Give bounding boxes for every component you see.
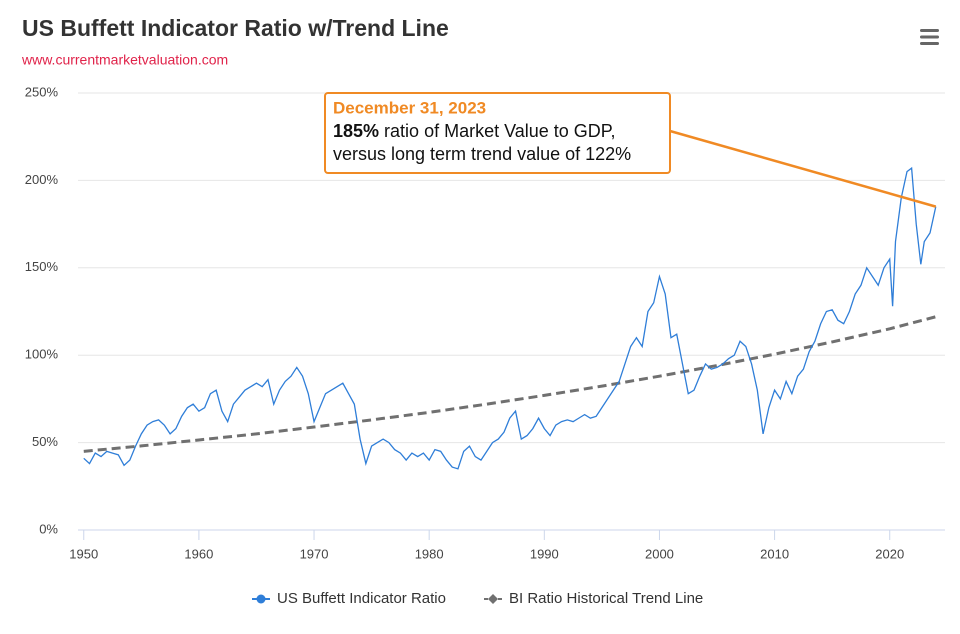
legend-item[interactable]: BI Ratio Historical Trend Line (484, 590, 703, 607)
annotation-text: versus long term trend value of 122% (333, 144, 631, 164)
annotation-box (324, 92, 671, 174)
y-tick-label: 0% (39, 521, 58, 536)
y-tick-label: 150% (25, 259, 59, 274)
x-tick-label: 1950 (69, 546, 98, 561)
annotation-value: 185% (333, 121, 379, 141)
chart-subtitle: www.currentmarketvaluation.com (21, 52, 228, 68)
annotation-connector (669, 129, 937, 208)
annotation-line: 185% ratio of Market Value to GDP, (333, 121, 616, 141)
x-tick-label: 2010 (760, 546, 789, 561)
y-tick-label: 50% (32, 434, 58, 449)
legend-label: US Buffett Indicator Ratio (277, 590, 446, 607)
series-line (83, 315, 937, 453)
y-tick-label: 100% (25, 347, 59, 362)
x-tick-label: 1990 (530, 546, 559, 561)
y-tick-label: 250% (25, 84, 59, 99)
legend-marker (488, 594, 498, 604)
annotation-date: December 31, 2023 (333, 98, 486, 117)
chart-title: US Buffett Indicator Ratio w/Trend Line (22, 15, 449, 41)
x-tick-label: 1970 (300, 546, 329, 561)
x-tick-label: 2000 (645, 546, 674, 561)
legend-label: BI Ratio Historical Trend Line (509, 590, 703, 607)
x-tick-label: 2020 (875, 546, 904, 561)
annotation-text: ratio of Market Value to GDP, (384, 121, 615, 141)
y-tick-label: 200% (25, 172, 59, 187)
series-line (83, 166, 937, 470)
x-tick-label: 1980 (415, 546, 444, 561)
menu-button[interactable] (918, 27, 940, 47)
x-tick-label: 1960 (184, 546, 213, 561)
legend-item[interactable]: US Buffett Indicator Ratio (252, 590, 446, 607)
legend-marker (256, 594, 266, 604)
